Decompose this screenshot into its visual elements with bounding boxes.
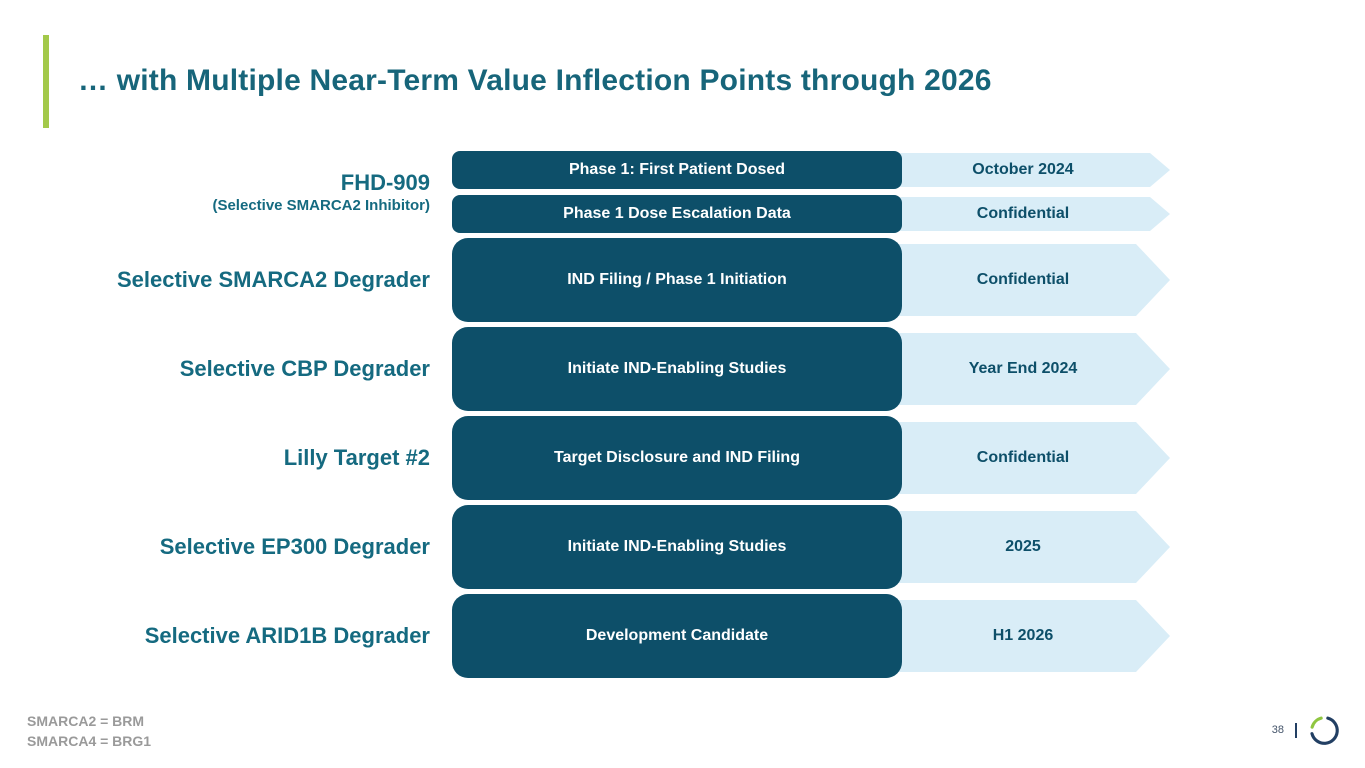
page-footer: 38 [1272, 712, 1341, 748]
timing-arrow: Confidential [888, 422, 1170, 494]
milestone-col: Phase 1: First Patient Dosed October 202… [452, 151, 1170, 233]
timing-arrow: Confidential [888, 244, 1170, 316]
program-sublabel: (Selective SMARCA2 Inhibitor) [212, 197, 430, 215]
milestone-pair: IND Filing / Phase 1 Initiation Confiden… [452, 238, 1170, 322]
milestone-pair: Initiate IND-Enabling Studies 2025 [452, 505, 1170, 589]
page-title: … with Multiple Near-Term Value Inflecti… [78, 64, 992, 97]
footnote-line: SMARCA2 = BRM [27, 713, 145, 729]
milestone-pair: Target Disclosure and IND Filing Confide… [452, 416, 1170, 500]
milestone-rows: FHD-909 (Selective SMARCA2 Inhibitor) Ph… [0, 151, 1365, 678]
program-label: Selective CBP Degrader [179, 356, 430, 382]
program-row-smarca2-degrader: Selective SMARCA2 Degrader IND Filing / … [0, 238, 1365, 322]
page-number: 38 [1271, 724, 1284, 736]
program-row-arid1b-degrader: Selective ARID1B Degrader Development Ca… [0, 594, 1365, 678]
program-label-col: Selective EP300 Degrader [0, 534, 430, 559]
program-label: Selective ARID1B Degrader [144, 623, 430, 649]
program-label-col: Selective ARID1B Degrader [0, 623, 430, 648]
program-label: Selective EP300 Degrader [159, 534, 430, 560]
program-label: Selective SMARCA2 Degrader [116, 267, 430, 293]
milestone-pair: Phase 1 Dose Escalation Data Confidentia… [452, 195, 1170, 233]
milestone-col: Target Disclosure and IND Filing Confide… [452, 416, 1170, 500]
program-label: Lilly Target #2 [283, 445, 430, 471]
timing-arrow: October 2024 [888, 153, 1170, 187]
program-label-col: Lilly Target #2 [0, 445, 430, 470]
program-label-col: Selective CBP Degrader [0, 356, 430, 381]
program-row-lilly-target-2: Lilly Target #2 Target Disclosure and IN… [0, 416, 1365, 500]
milestone-pair: Phase 1: First Patient Dosed October 202… [452, 151, 1170, 189]
milestone-pair: Development Candidate H1 2026 [452, 594, 1170, 678]
program-row-ep300-degrader: Selective EP300 Degrader Initiate IND-En… [0, 505, 1365, 589]
program-row-cbp-degrader: Selective CBP Degrader Initiate IND-Enab… [0, 327, 1365, 411]
timing-arrow: Year End 2024 [888, 333, 1170, 405]
ring-logo-icon [1308, 714, 1341, 747]
milestone-col: Development Candidate H1 2026 [452, 594, 1170, 678]
footer-divider [1295, 722, 1297, 738]
milestone-col: Initiate IND-Enabling Studies Year End 2… [452, 327, 1170, 411]
milestone-bar: Phase 1: First Patient Dosed [452, 151, 902, 189]
milestone-col: IND Filing / Phase 1 Initiation Confiden… [452, 238, 1170, 322]
milestone-bar: Initiate IND-Enabling Studies [452, 505, 902, 589]
milestone-bar: Initiate IND-Enabling Studies [452, 327, 902, 411]
program-label-col: Selective SMARCA2 Degrader [0, 267, 430, 292]
milestone-pair: Initiate IND-Enabling Studies Year End 2… [452, 327, 1170, 411]
milestone-col: Initiate IND-Enabling Studies 2025 [452, 505, 1170, 589]
milestone-bar: Phase 1 Dose Escalation Data [452, 195, 902, 233]
timing-arrow: Confidential [888, 197, 1170, 231]
program-label-col: FHD-909 (Selective SMARCA2 Inhibitor) [0, 170, 430, 215]
milestone-bar: Development Candidate [452, 594, 902, 678]
program-row-fhd-909: FHD-909 (Selective SMARCA2 Inhibitor) Ph… [0, 151, 1365, 233]
title-accent-bar [43, 35, 49, 128]
milestone-bar: IND Filing / Phase 1 Initiation [452, 238, 902, 322]
timing-arrow: 2025 [888, 511, 1170, 583]
footnotes: SMARCA2 = BRM SMARCA4 = BRG1 [27, 711, 151, 751]
program-label: FHD-909 [340, 169, 430, 195]
timing-arrow: H1 2026 [888, 600, 1170, 672]
footnote-line: SMARCA4 = BRG1 [27, 733, 152, 749]
milestone-bar: Target Disclosure and IND Filing [452, 416, 902, 500]
